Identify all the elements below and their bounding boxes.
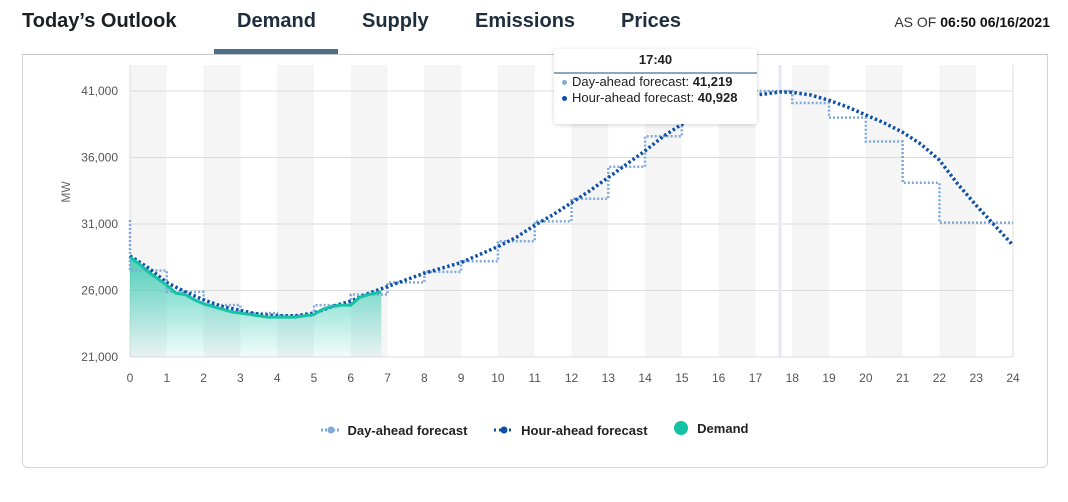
hour-ahead-dot-icon: [562, 96, 567, 102]
x-tick-label: 8: [421, 371, 428, 385]
x-tick-label: 13: [602, 371, 616, 385]
legend-label: Day-ahead forecast: [347, 422, 468, 438]
tab-supply[interactable]: Supply: [362, 10, 429, 32]
x-tick-label: 20: [859, 371, 873, 385]
tab-demand[interactable]: Demand: [237, 10, 316, 32]
x-tick-label: 18: [786, 371, 800, 385]
y-tick-label: 31,000: [81, 217, 118, 231]
x-tick-label: 3: [237, 371, 244, 385]
hour-ahead-line: [129, 90, 1015, 318]
chart-tooltip: 17:40 Day-ahead forecast: 41,219 Hour-ah…: [554, 49, 757, 124]
tooltip-value: 40,928: [697, 90, 738, 105]
legend-label: Demand: [697, 420, 749, 436]
page-title: Today’s Outlook: [22, 10, 177, 32]
x-tick-label: 22: [933, 371, 947, 385]
x-tick-label: 24: [1006, 371, 1020, 385]
demand-legend-icon: [674, 421, 689, 435]
day-ahead-line: [128, 86, 1013, 318]
legend-item-hour-ahead[interactable]: Hour-ahead forecast: [493, 422, 648, 438]
tab-prices[interactable]: Prices: [621, 10, 682, 32]
hour-band: [865, 65, 903, 357]
x-tick-label: 9: [458, 371, 465, 385]
hour-band: [939, 65, 977, 357]
x-tick-label: 10: [491, 371, 505, 385]
demand-line: [129, 256, 382, 319]
tooltip-time: 17:40: [554, 49, 757, 74]
x-tick-label: 5: [311, 371, 318, 385]
legend-item-day-ahead[interactable]: Day-ahead forecast: [320, 422, 468, 438]
x-tick-label: 0: [127, 371, 134, 385]
x-tick-label: 1: [163, 371, 170, 385]
y-axis-label: MW: [59, 181, 73, 203]
legend-item-demand[interactable]: Demand: [673, 420, 748, 436]
x-tick-label: 16: [712, 371, 726, 385]
y-tick-label: 21,000: [81, 350, 118, 364]
active-tab-indicator: [214, 49, 338, 54]
tooltip-row-hour-ahead: Hour-ahead forecast: 40,928: [554, 90, 757, 106]
x-tick-label: 4: [274, 371, 281, 385]
x-tick-label: 15: [675, 371, 689, 385]
day-ahead-dot-icon: [562, 80, 567, 86]
day-ahead-legend-icon: [320, 426, 341, 434]
x-tick-label: 12: [565, 371, 579, 385]
x-tick-label: 21: [896, 371, 910, 385]
x-tick-label: 2: [200, 371, 207, 385]
y-tick-label: 41,000: [81, 84, 118, 98]
as-of-timestamp: AS OF 06:50 06/16/2021: [894, 14, 1050, 30]
x-tick-label: 17: [749, 371, 763, 385]
chart-panel: [22, 54, 1048, 468]
tooltip-label: Day-ahead forecast:: [572, 74, 693, 89]
x-tick-label: 6: [347, 371, 354, 385]
tooltip-row-day-ahead: Day-ahead forecast: 41,219: [554, 74, 757, 90]
tooltip-value: 41,219: [692, 74, 733, 89]
as-of-value: 06:50 06/16/2021: [940, 14, 1050, 30]
tab-emissions[interactable]: Emissions: [475, 10, 576, 32]
x-tick-label: 19: [822, 371, 836, 385]
hour-ahead-legend-icon: [494, 426, 515, 434]
demand-area: [130, 257, 382, 357]
hour-band: [277, 65, 314, 357]
x-tick-label: 11: [528, 371, 541, 385]
tooltip-label: Hour-ahead forecast:: [572, 90, 698, 105]
hour-band: [792, 65, 830, 357]
hour-band: [424, 65, 462, 357]
as-of-label: AS OF: [894, 14, 937, 30]
y-tick-label: 36,000: [81, 151, 118, 165]
x-tick-label: 23: [970, 371, 984, 385]
hour-band: [497, 65, 535, 357]
y-tick-label: 26,000: [81, 284, 118, 298]
legend-label: Hour-ahead forecast: [521, 422, 648, 438]
x-tick-label: 14: [638, 371, 652, 385]
chart-legend: Day-ahead forecast Hour-ahead forecast D…: [0, 420, 1068, 439]
x-tick-label: 7: [384, 371, 391, 385]
